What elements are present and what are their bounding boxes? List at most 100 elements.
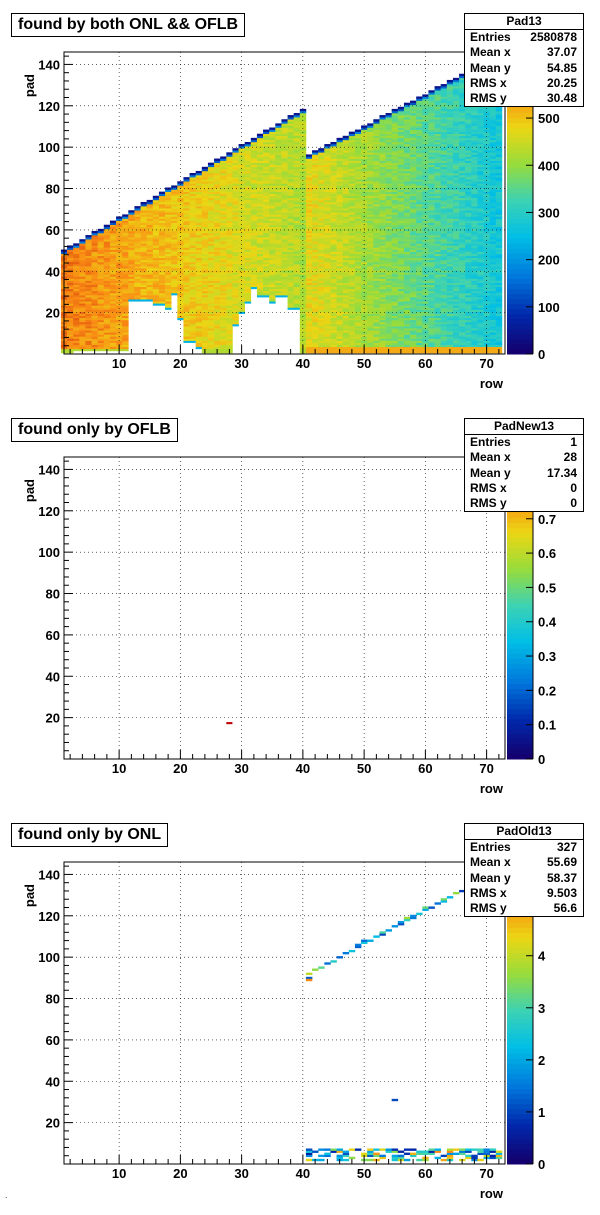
bin [379, 119, 386, 122]
bin [207, 297, 215, 300]
bin [226, 162, 233, 166]
bin [152, 208, 160, 211]
bin [158, 212, 166, 215]
bin [281, 237, 288, 240]
bin [367, 195, 374, 199]
bin [354, 201, 362, 205]
bin [397, 315, 405, 319]
bin [397, 311, 405, 314]
bin [342, 255, 350, 259]
bin [85, 259, 92, 263]
bin [367, 346, 374, 350]
bin [146, 286, 154, 290]
bin [91, 278, 98, 281]
bin [342, 321, 350, 325]
bin [403, 237, 411, 240]
bin [220, 321, 227, 325]
bin [275, 204, 282, 207]
bin [342, 201, 350, 205]
bin [201, 173, 209, 176]
bin [183, 181, 190, 184]
bin [97, 344, 105, 348]
bin [336, 195, 343, 199]
bin [293, 173, 301, 176]
bin [324, 166, 331, 170]
bin [103, 261, 111, 265]
bin [367, 150, 374, 153]
bin [269, 160, 276, 163]
bin [354, 208, 362, 211]
bin [403, 150, 411, 153]
bin [256, 272, 264, 275]
bin [330, 214, 337, 217]
bin [318, 319, 325, 323]
bin [367, 324, 374, 327]
bin [397, 168, 405, 172]
bin [416, 117, 423, 120]
bin [171, 208, 178, 211]
bin [256, 133, 264, 137]
bin [263, 148, 270, 151]
bin [391, 204, 399, 207]
bin [226, 313, 233, 317]
bin [128, 230, 135, 234]
bin [287, 152, 294, 155]
bin [391, 166, 399, 170]
bin [318, 175, 325, 178]
bin [293, 175, 301, 178]
bin [373, 253, 380, 257]
bin [238, 162, 245, 166]
bin [336, 204, 343, 207]
bin [299, 173, 307, 176]
bin [312, 346, 319, 350]
bin [226, 168, 233, 172]
bin [379, 125, 386, 128]
bin [122, 307, 129, 310]
bin [324, 261, 331, 265]
bin [232, 268, 239, 271]
bin [397, 189, 405, 192]
bin [238, 292, 245, 296]
bin [244, 141, 252, 145]
bin [91, 270, 98, 273]
bin [140, 222, 147, 226]
bin [250, 224, 258, 228]
bin [330, 311, 337, 314]
bin [195, 183, 203, 186]
bin [146, 245, 154, 248]
bin [207, 330, 215, 333]
bin [67, 251, 74, 254]
bin [403, 189, 411, 192]
bin [397, 216, 405, 219]
bin [201, 239, 209, 242]
bin [391, 330, 399, 333]
bin [348, 326, 356, 329]
bin [183, 288, 190, 292]
bin [379, 282, 386, 286]
bin [293, 284, 301, 288]
bin [403, 131, 411, 135]
bin [385, 129, 392, 132]
bin [318, 224, 325, 228]
bin [177, 297, 184, 300]
bin [85, 274, 92, 277]
bin [171, 230, 178, 234]
bin [299, 156, 307, 159]
bin [275, 166, 282, 170]
bin [97, 268, 105, 271]
bin [318, 222, 325, 226]
bin [403, 280, 411, 283]
bin [201, 243, 209, 246]
bin [207, 276, 215, 279]
bin [416, 288, 423, 292]
bin [287, 206, 294, 209]
bin [293, 160, 301, 163]
bin [324, 334, 331, 337]
bin [367, 249, 374, 252]
bin [354, 175, 362, 178]
bin [269, 201, 276, 205]
bin [281, 189, 288, 192]
bin [385, 210, 392, 213]
bin [269, 139, 276, 143]
bin [403, 154, 411, 157]
